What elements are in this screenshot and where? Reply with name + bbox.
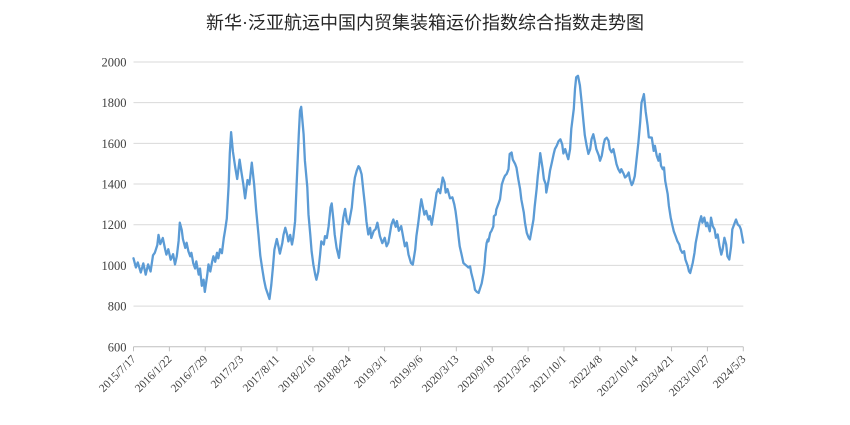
- x-tick-label: 2020/3/13: [420, 353, 462, 395]
- x-tick-label: 2016/7/29: [169, 353, 211, 395]
- y-tick-label: 1800: [102, 96, 127, 110]
- y-tick-label: 800: [108, 300, 127, 314]
- x-tick-label: 2021/10/1: [528, 353, 570, 395]
- x-tick-label: 2020/9/18: [456, 353, 498, 395]
- y-tick-label: 1600: [102, 137, 127, 151]
- x-tick-label: 2021/3/26: [492, 353, 534, 395]
- x-tick-label: 2015/7/17: [97, 353, 139, 395]
- chart-title: 新华·泛亚航运中国内贸集装箱运价指数综合指数走势图: [206, 13, 644, 33]
- x-tick-label: 2017/8/11: [241, 353, 282, 394]
- y-tick-label: 600: [108, 340, 127, 354]
- y-tick-label: 1200: [102, 218, 127, 232]
- y-tick-label: 1000: [102, 259, 127, 273]
- x-tick-label: 2019/3/1: [352, 353, 390, 391]
- y-tick-label: 1400: [102, 178, 127, 192]
- y-tick-label: 2000: [102, 56, 127, 70]
- x-tick-label: 2018/2/16: [277, 353, 319, 395]
- x-tick-label: 2024/5/3: [711, 353, 749, 391]
- index-series-line: [132, 74, 745, 301]
- x-tick-label: 2016/1/22: [133, 353, 175, 395]
- x-tick-label: 2018/8/24: [312, 353, 354, 395]
